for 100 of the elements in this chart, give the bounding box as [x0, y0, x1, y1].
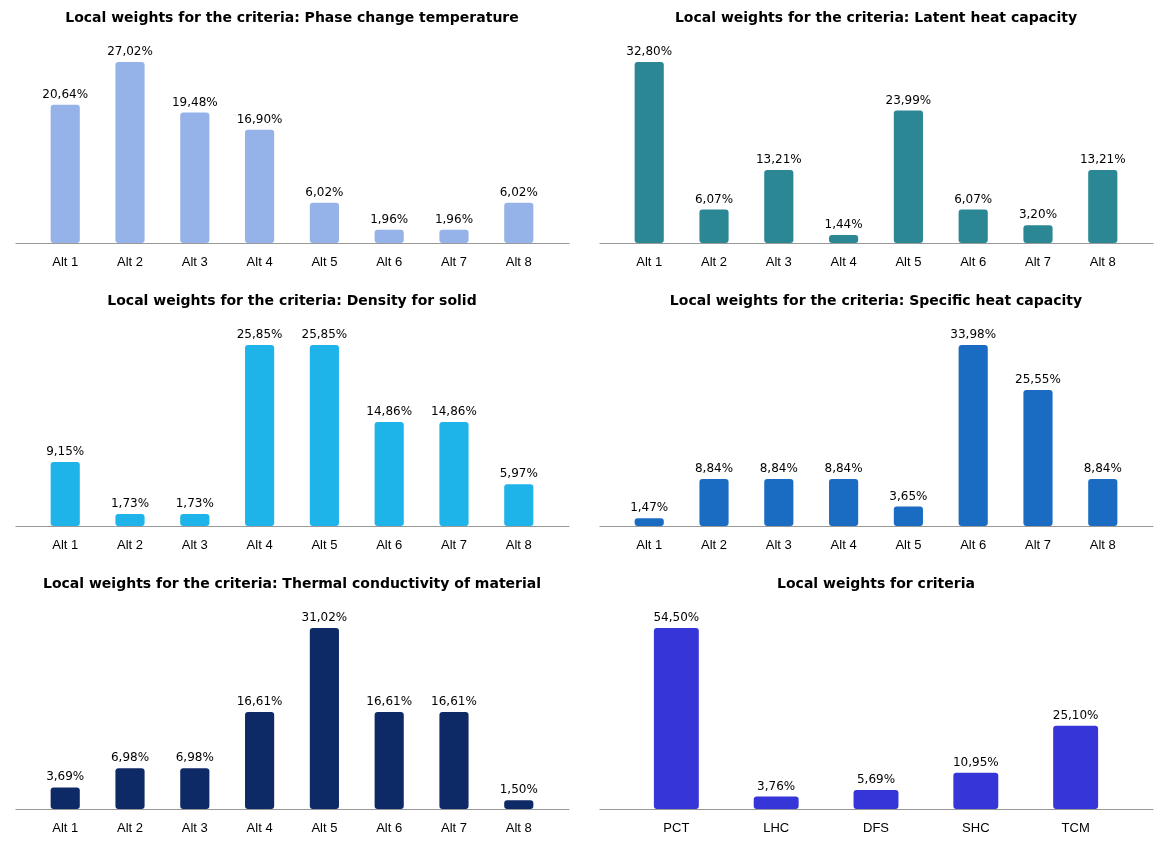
bar	[1053, 725, 1099, 809]
chart-title: Local weights for the criteria: Density for solid	[107, 292, 477, 308]
bar	[115, 513, 145, 526]
data-label: 16,61%	[236, 694, 283, 709]
data-label: 5,69%	[856, 772, 896, 787]
bar	[958, 345, 988, 526]
x-tick-label: Alt 4	[246, 820, 273, 836]
data-label: 1,96%	[434, 211, 474, 226]
data-label: 19,48%	[171, 94, 218, 109]
x-tick-label: Alt 6	[960, 537, 987, 553]
x-tick-label: Alt 6	[376, 537, 403, 553]
bar	[50, 461, 80, 526]
bar	[764, 170, 794, 243]
data-label: 25,85%	[301, 327, 348, 341]
x-tick-label: Alt 4	[830, 537, 857, 553]
data-label: 31,02%	[301, 610, 348, 624]
data-label: 13,21%	[755, 152, 802, 167]
data-label: 3,76%	[757, 778, 796, 793]
x-tick-label: Alt 6	[376, 254, 403, 270]
data-label: 5,97%	[499, 466, 538, 481]
data-label: 1,73%	[175, 495, 214, 510]
x-tick-label: Alt 2	[701, 537, 728, 553]
x-tick-label: Alt 7	[440, 537, 467, 553]
x-tick-label: Alt 5	[311, 820, 338, 836]
x-tick-label: DFS	[863, 820, 890, 836]
bar	[439, 712, 469, 809]
bar	[439, 229, 469, 243]
chart-title: Local weights for criteria	[777, 575, 975, 591]
x-tick-label: Alt 8	[505, 537, 532, 553]
x-tick-label: Alt 3	[181, 820, 208, 836]
data-label: 13,21%	[1079, 152, 1126, 167]
bar	[634, 518, 664, 526]
x-tick-label: Alt 8	[505, 254, 532, 270]
x-tick-label: TCM	[1061, 820, 1090, 836]
data-label: 6,02%	[305, 184, 344, 199]
x-tick-label: Alt 8	[1089, 537, 1116, 553]
data-label: 6,98%	[175, 750, 214, 765]
data-label: 1,47%	[630, 500, 669, 515]
bar	[309, 202, 339, 243]
bar	[245, 129, 275, 243]
bar	[115, 62, 145, 243]
x-tick-label: Alt 6	[960, 254, 987, 270]
data-label: 32,80%	[626, 44, 673, 58]
bar	[699, 209, 729, 243]
data-label: 6,98%	[110, 750, 150, 765]
data-label: 3,69%	[46, 769, 85, 784]
x-tick-label: Alt 5	[895, 537, 922, 553]
chart-title: Local weights for the criteria: Phase change temperature	[65, 9, 519, 25]
bar	[1023, 389, 1053, 526]
data-label: 1,44%	[824, 217, 863, 232]
x-tick-label: Alt 2	[701, 254, 728, 270]
data-label: 14,86%	[366, 403, 413, 418]
bar	[958, 209, 988, 243]
x-tick-label: Alt 4	[830, 254, 857, 270]
x-tick-label: Alt 7	[440, 820, 467, 836]
bar	[634, 62, 664, 243]
x-tick-label: Alt 2	[117, 537, 144, 553]
x-tick-label: Alt 7	[1024, 537, 1051, 553]
data-label: 16,61%	[431, 694, 477, 709]
bar	[893, 110, 923, 243]
x-tick-label: Alt 3	[765, 537, 792, 553]
x-tick-label: SHC	[962, 820, 990, 836]
data-label: 25,85%	[236, 327, 283, 341]
x-tick-label: Alt 1	[636, 254, 663, 270]
x-tick-label: Alt 3	[181, 537, 208, 553]
data-label: 25,10%	[1052, 707, 1099, 722]
data-label: 16,90%	[236, 111, 283, 126]
bar	[374, 421, 404, 526]
bar	[953, 772, 999, 809]
x-tick-label: Alt 1	[52, 254, 79, 270]
bar	[245, 712, 275, 809]
bar	[1088, 170, 1118, 243]
bar	[699, 478, 729, 526]
data-label: 1,73%	[110, 495, 150, 510]
data-label: 6,07%	[694, 191, 734, 206]
bar	[180, 768, 210, 809]
x-tick-label: LHC	[763, 820, 790, 836]
x-tick-label: Alt 7	[440, 254, 467, 270]
bar	[180, 112, 210, 243]
chart-title: Local weights for the criteria: Latent heat capacity	[674, 9, 1078, 25]
x-tick-label: Alt 5	[311, 537, 338, 553]
data-label: 14,86%	[431, 403, 477, 418]
bar	[439, 421, 469, 526]
bar	[374, 712, 404, 809]
x-tick-label: Alt 4	[246, 254, 273, 270]
data-label: 16,61%	[366, 694, 413, 709]
bar	[504, 484, 534, 526]
x-tick-label: Alt 8	[1089, 254, 1116, 270]
data-label: 3,20%	[1018, 207, 1058, 222]
data-label: 3,65%	[889, 488, 928, 503]
bar	[309, 628, 339, 809]
chart-title: Local weights for the criteria: Specific heat capacity	[669, 292, 1083, 308]
x-tick-label: Alt 7	[1024, 254, 1051, 270]
data-label: 27,02%	[107, 44, 153, 58]
x-tick-label: Alt 3	[181, 254, 208, 270]
x-tick-label: Alt 4	[246, 537, 273, 553]
bar	[893, 506, 923, 526]
data-label: 20,64%	[42, 86, 89, 101]
bar	[180, 513, 210, 526]
bar	[309, 345, 339, 526]
